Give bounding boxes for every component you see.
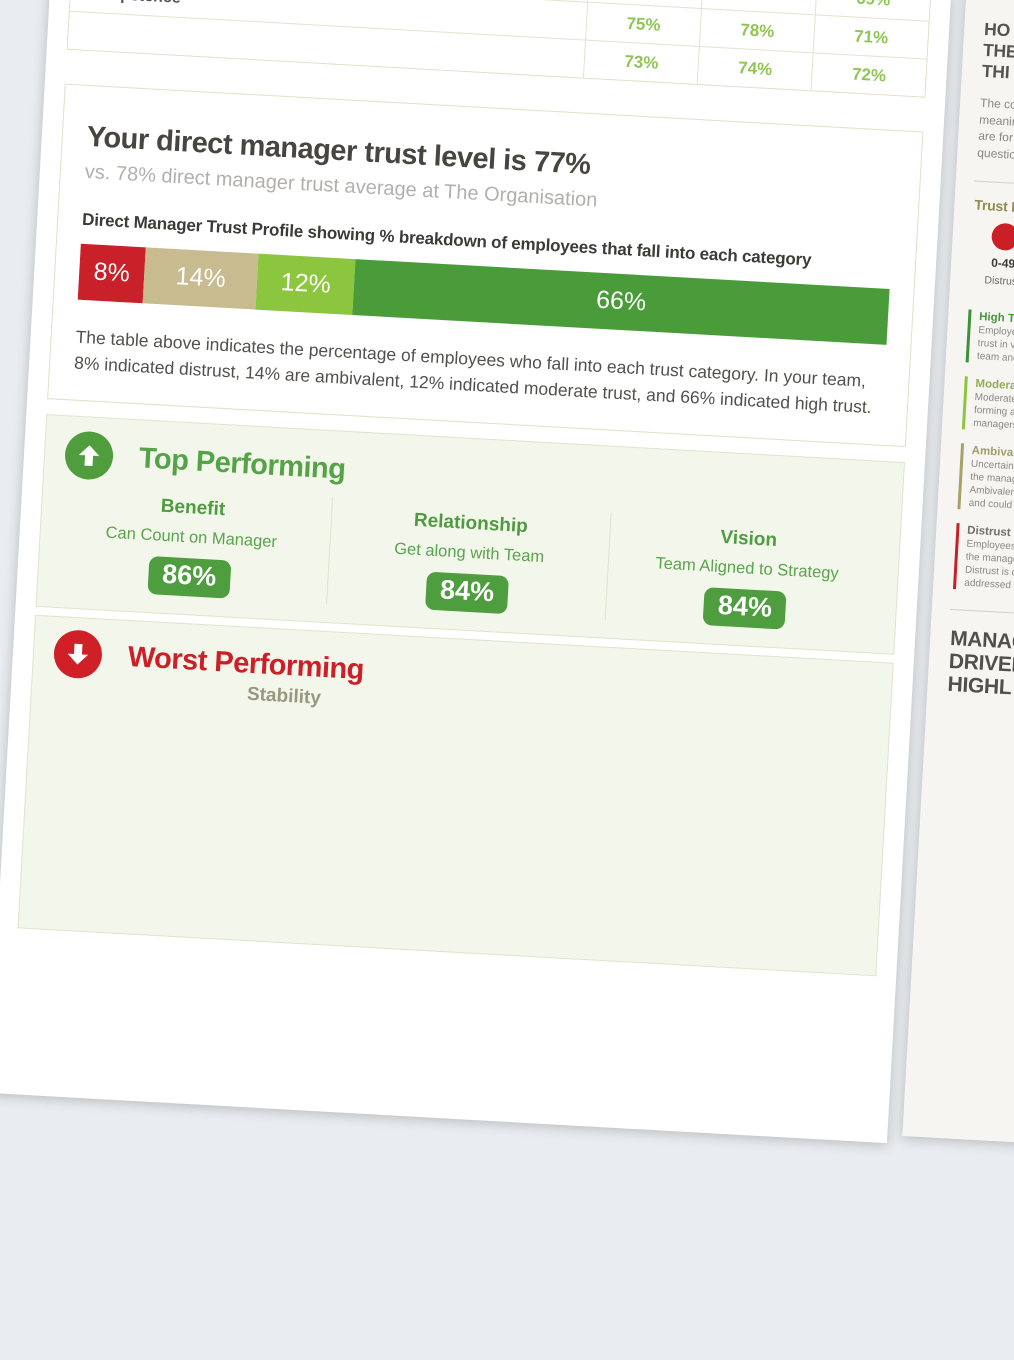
legend-intro-text: The col meaning are for e question xyxy=(977,95,1014,179)
category-text-line: team and or xyxy=(976,350,1014,365)
table-cell: 71% xyxy=(812,15,929,59)
bar-segment-ambivalent: 14% xyxy=(142,247,259,310)
top-performing-title: Top Performing xyxy=(138,442,347,486)
worst-performing-section: Worst Performing Stability xyxy=(17,615,894,977)
top-performing-item: Benefit Can Count on Manager 86% xyxy=(50,482,333,604)
up-arrow-icon xyxy=(63,430,115,482)
category-text-line: and could be s xyxy=(968,497,1014,513)
top-performing-section: Top Performing Benefit Can Count on Mana… xyxy=(35,414,905,656)
table-cell: 78% xyxy=(698,8,815,53)
table-cell: 73% xyxy=(582,40,699,84)
table-cell: 74% xyxy=(696,46,813,91)
bar-segment-moderate: 12% xyxy=(255,253,356,315)
divider xyxy=(949,608,1014,627)
item-measure: Can Count on Manager xyxy=(105,523,278,552)
table-cell: 75% xyxy=(585,2,701,46)
legend-heading: HO THE THI xyxy=(981,19,1014,100)
score-badge: 86% xyxy=(147,556,232,599)
item-category: Vision xyxy=(719,527,778,552)
bar-segment-distrust: 8% xyxy=(77,243,146,304)
category-text-line: managers to xyxy=(972,417,1014,432)
legend-category-high-trust: High Trus Employees trust in vario team … xyxy=(965,309,1014,381)
score-badge: 84% xyxy=(702,587,787,631)
top-performing-item: Relationship Get along with Team 84% xyxy=(326,497,611,620)
legend-footer-heading: MANAG DRIVER HIGHL xyxy=(947,627,1014,714)
bar-segment-label: 8% xyxy=(92,257,131,288)
category-text-line: addressed urge xyxy=(963,577,1014,593)
worst-performing-header: Worst Performing xyxy=(45,629,880,723)
table-cell: 72% xyxy=(810,53,927,97)
trust-scale-item: 0-49 Distrust A xyxy=(972,222,1014,289)
top-performing-header: Top Performing xyxy=(56,430,891,524)
table-row-label xyxy=(69,30,584,59)
item-category: Relationship xyxy=(413,510,529,538)
report-page: 69% Competence 75% 78% 71% 73% 74% 72% Y… xyxy=(0,0,952,1144)
legend-category-moderate: Moderate Moderate tru forming and i mana… xyxy=(961,376,1014,448)
legend-heading-line: THI xyxy=(981,60,1011,83)
scale-label: Distrust xyxy=(984,274,1014,289)
legend-category-ambivalent: Ambivalen Uncertainty e the manager, Amb… xyxy=(957,443,1014,527)
top-performing-item: Vision Team Aligned to Strategy 84% xyxy=(604,513,889,636)
down-arrow-icon xyxy=(52,629,104,680)
item-measure: Get along with Team xyxy=(393,540,545,567)
bar-segment-high-trust: 66% xyxy=(352,259,890,345)
legend-footer-line: HIGHL xyxy=(946,672,1012,700)
scores-table: 69% Competence 75% 78% 71% 73% 74% 72% xyxy=(66,0,932,98)
bar-segment-label: 12% xyxy=(279,268,332,300)
legend-category-distrust: Distrust Employees lac the manager, o Di… xyxy=(952,523,1014,607)
score-badge: 84% xyxy=(424,571,509,615)
divider xyxy=(973,180,1014,199)
legend-intro-line: question xyxy=(976,145,1014,162)
item-category: Benefit xyxy=(160,496,226,521)
bar-segment-label: 66% xyxy=(595,286,647,317)
bar-segment-label: 14% xyxy=(174,262,227,294)
trust-profile-description: The table above indicates the percentage… xyxy=(73,326,873,418)
item-measure: Team Aligned to Strategy xyxy=(654,554,840,583)
trust-level-section: Your direct manager trust level is 77% v… xyxy=(47,83,924,448)
trust-category-legend: High Trus Employees trust in vario team … xyxy=(952,309,1014,607)
distrust-dot-icon xyxy=(990,222,1014,252)
scale-range: 0-49 xyxy=(990,255,1014,271)
